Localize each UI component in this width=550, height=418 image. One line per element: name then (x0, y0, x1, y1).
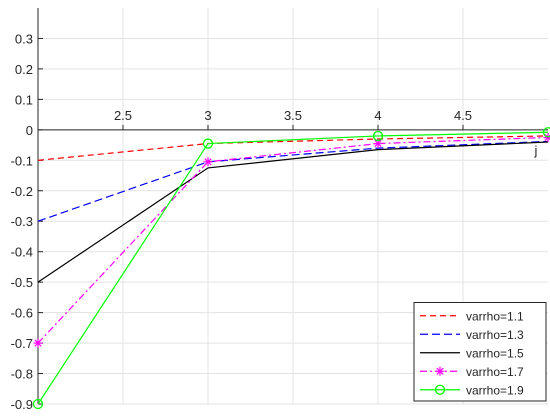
star-stroke (34, 339, 42, 347)
y-tick-label: 0 (26, 123, 33, 138)
x-tick-label: 4.5 (454, 108, 472, 123)
y-tick-label: 0.1 (15, 92, 33, 107)
axes: 0.3 0.2 0.1 0 -0.1 -0.2 -0.3 -0.4 -0.5 -0.6 -0.7 -0… (11, 8, 548, 412)
legend-label: varrho=1.5 (466, 346, 524, 360)
y-tick-label: -0.5 (11, 275, 33, 290)
x-tick-label: 3 (204, 108, 211, 123)
plot-area (32, 127, 550, 410)
y-tick-label: -0.2 (11, 184, 33, 199)
star-marker (373, 139, 383, 149)
star-stroke (544, 134, 550, 142)
legend-label: varrho=1.9 (466, 383, 524, 397)
star-marker (203, 157, 213, 167)
star-stroke (374, 139, 382, 148)
series-line-1 (37, 135, 549, 161)
legend-item: varrho=1.5 (420, 346, 524, 360)
star-stroke (436, 367, 444, 375)
circle-marker (32, 398, 44, 410)
series-line-5 (37, 131, 549, 405)
legend: varrho=1.1 varrho=1.3 varrho=1.5 varrho=1.7… (413, 302, 547, 402)
legend-item: varrho=1.7 (420, 365, 524, 379)
legend-box (413, 302, 547, 402)
legend-item: varrho=1.9 (420, 383, 524, 397)
circle-marker (434, 384, 446, 395)
series-line-3 (37, 141, 549, 283)
grid (38, 8, 548, 405)
x-tick-label: 2.5 (114, 108, 132, 123)
x-tick-label: 4 (374, 108, 381, 123)
star-stroke (204, 158, 212, 166)
legend-label: varrho=1.7 (466, 365, 524, 379)
y-tick-label: -0.3 (11, 214, 33, 229)
legend-label: varrho=1.3 (466, 328, 524, 342)
x-tick-label: 3.5 (284, 108, 302, 123)
circle-marker (202, 138, 214, 149)
star-marker (435, 366, 445, 376)
star-marker (33, 338, 43, 348)
series-line-4 (37, 136, 549, 344)
star-marker (543, 132, 550, 142)
y-tick-label: 0.2 (15, 62, 33, 77)
y-tick-label: -0.7 (11, 336, 33, 351)
circle-marker (542, 127, 550, 138)
legend-item: varrho=1.1 (420, 309, 524, 323)
y-tick-label: -0.8 (11, 367, 33, 382)
x-axis-label: j (534, 143, 538, 158)
y-tick-label: -0.4 (11, 245, 33, 260)
y-tick-label: -0.9 (11, 397, 33, 412)
y-tick-label: 0.3 (15, 31, 33, 46)
legend-label: varrho=1.1 (466, 309, 524, 323)
circle-marker (372, 130, 384, 142)
y-tick-label: -0.1 (11, 153, 33, 168)
series-line-2 (37, 140, 549, 222)
legend-item: varrho=1.3 (420, 328, 524, 342)
y-tick-label: -0.6 (11, 306, 33, 321)
